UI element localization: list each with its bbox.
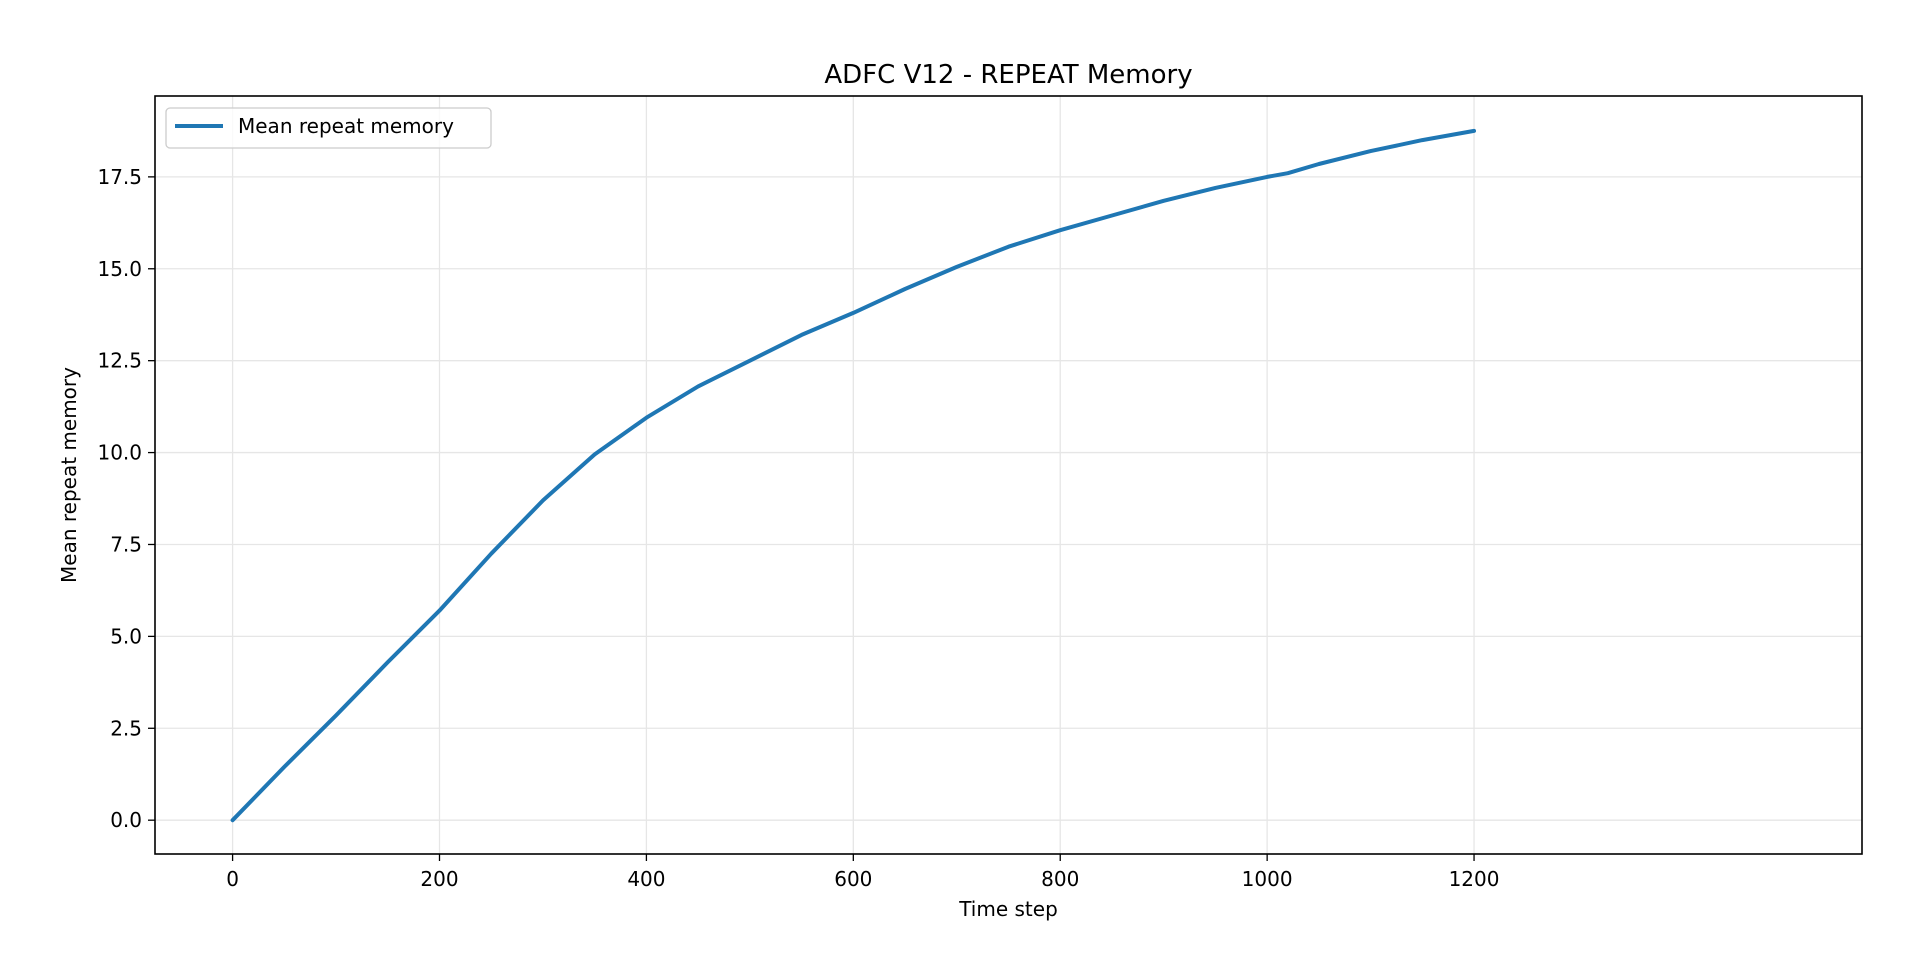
y-tick-label: 12.5 bbox=[97, 349, 142, 373]
x-tick-label: 200 bbox=[420, 867, 458, 891]
grid bbox=[155, 96, 1862, 854]
ticks: 0 200 400 600 800 1000 1200 0.0 2.5 5.0 7.5 10.0 12.… bbox=[97, 165, 1499, 891]
x-axis-label: Time step bbox=[958, 897, 1058, 921]
legend-label: Mean repeat memory bbox=[238, 114, 454, 138]
legend-box bbox=[165, 107, 492, 149]
y-tick-label: 0.0 bbox=[110, 808, 142, 832]
x-tick-label: 800 bbox=[1041, 867, 1079, 891]
x-tick-label: 400 bbox=[627, 867, 665, 891]
y-tick-label: 10.0 bbox=[97, 441, 142, 465]
y-axis-label: Mean repeat memory bbox=[57, 367, 81, 583]
legend: Mean repeat memory bbox=[165, 107, 492, 149]
y-tick-label: 7.5 bbox=[110, 532, 142, 556]
y-tick-label: 5.0 bbox=[110, 624, 142, 648]
x-tick-label: 1000 bbox=[1242, 867, 1293, 891]
series-layer bbox=[230, 128, 1476, 823]
plot-frame bbox=[154, 95, 1863, 855]
y-tick-label: 2.5 bbox=[110, 716, 142, 740]
x-tick-label: 600 bbox=[834, 867, 872, 891]
series-line bbox=[230, 128, 1476, 823]
chart-title: ADFC V12 - REPEAT Memory bbox=[824, 60, 1192, 90]
y-tick-label: 15.0 bbox=[97, 257, 142, 281]
x-tick-label: 0 bbox=[226, 867, 239, 891]
y-tick-label: 17.5 bbox=[97, 165, 142, 189]
x-tick-label: 1200 bbox=[1449, 867, 1500, 891]
